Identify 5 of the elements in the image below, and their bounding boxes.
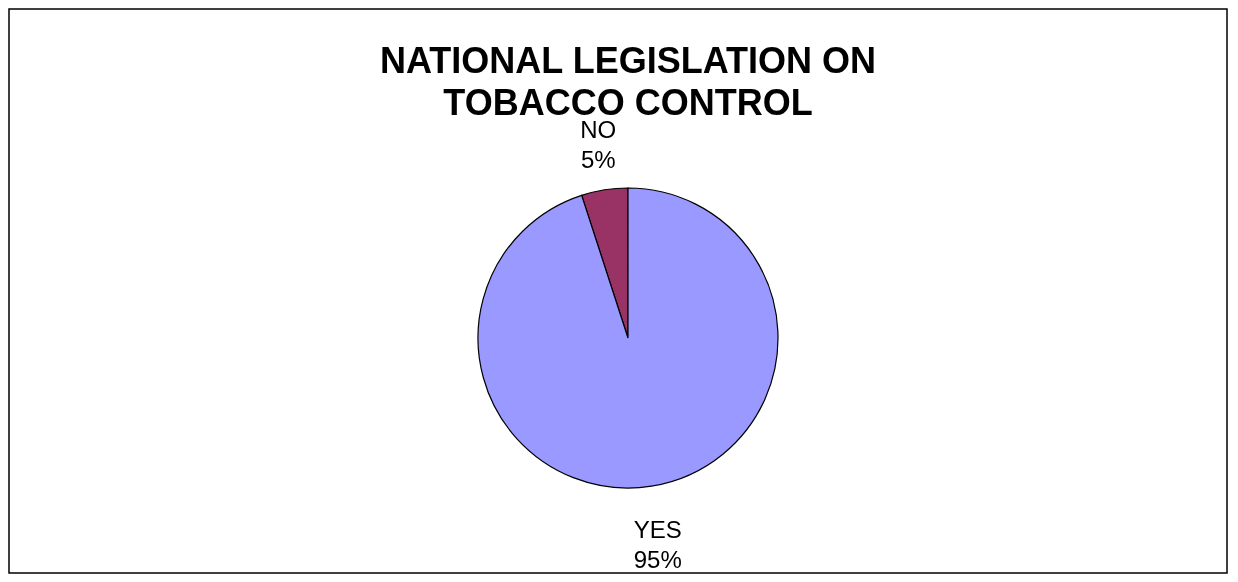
slice-label: YES (633, 515, 682, 543)
data-label: 5% (580, 146, 616, 174)
pie-slice (477, 187, 779, 489)
data-label: 95% (633, 545, 682, 573)
slice-label: NO (580, 116, 617, 144)
